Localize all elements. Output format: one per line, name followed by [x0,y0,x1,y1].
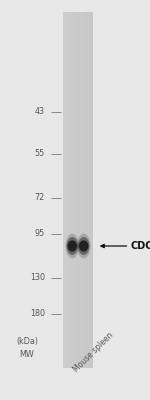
Ellipse shape [66,237,78,255]
Text: Mouse spleen: Mouse spleen [72,331,115,374]
Text: MW: MW [20,350,34,359]
Text: 130: 130 [30,274,45,282]
Ellipse shape [66,234,79,258]
Ellipse shape [78,237,90,255]
Text: 43: 43 [35,108,45,116]
Text: CDC27: CDC27 [131,241,150,251]
Text: 180: 180 [30,310,45,318]
Bar [63,12,93,368]
Ellipse shape [68,240,77,252]
Text: (kDa): (kDa) [16,337,38,346]
Ellipse shape [79,240,88,252]
Text: 95: 95 [35,230,45,238]
Ellipse shape [77,234,90,258]
Text: 72: 72 [35,194,45,202]
Text: 55: 55 [35,150,45,158]
